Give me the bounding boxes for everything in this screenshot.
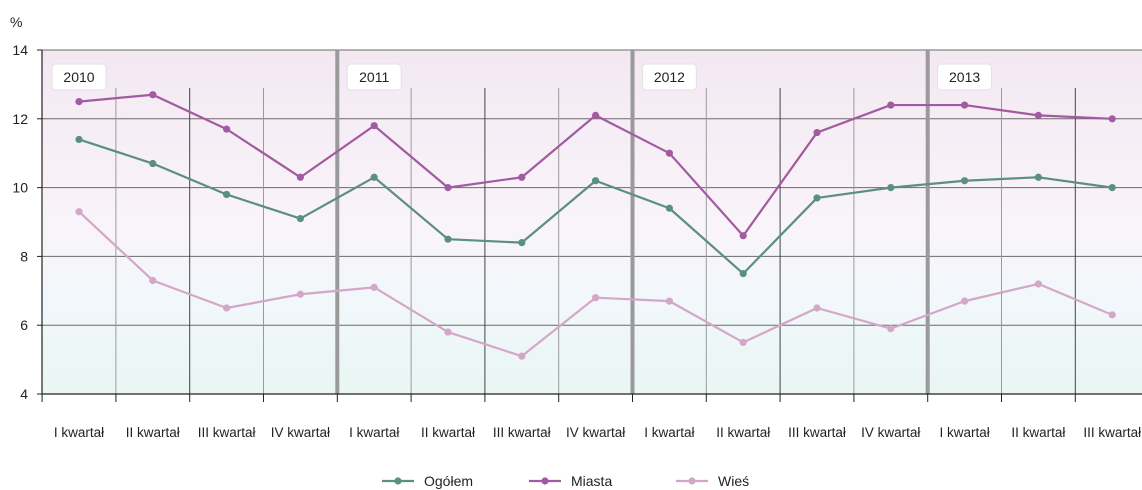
data-point — [1108, 311, 1116, 319]
data-point — [444, 235, 452, 243]
year-label-box — [641, 63, 697, 91]
year-label: 2010 — [63, 69, 94, 85]
x-tick-label: I kwartał — [54, 425, 104, 440]
y-tick-label: 4 — [20, 386, 28, 402]
x-tick-label: III kwartał — [1083, 425, 1141, 440]
data-point — [665, 204, 674, 212]
data-point — [75, 135, 83, 144]
x-tick-label: III kwartał — [493, 425, 551, 440]
y-tick-label: 6 — [20, 317, 28, 333]
year-label: 2013 — [949, 69, 980, 85]
data-point — [739, 338, 747, 346]
data-point — [444, 184, 452, 192]
year-label-box — [346, 63, 402, 91]
x-tick-label: II kwartał — [1011, 425, 1065, 440]
data-point — [296, 290, 304, 298]
x-tick-label: IV kwartał — [271, 425, 330, 440]
x-tick-label: II kwartał — [126, 425, 180, 440]
data-point — [223, 125, 231, 133]
data-point — [223, 190, 231, 199]
data-point — [75, 98, 83, 106]
data-point — [665, 149, 674, 157]
x-tick-label: IV kwartał — [861, 425, 920, 440]
data-point — [961, 101, 969, 109]
data-point — [444, 328, 452, 336]
x-tick-label: II kwartał — [421, 425, 475, 440]
plot-background — [42, 50, 1142, 394]
data-point — [739, 232, 747, 240]
data-point — [518, 352, 526, 360]
year-label-box — [937, 63, 993, 91]
data-point — [149, 276, 157, 285]
data-point — [296, 173, 304, 181]
data-point — [75, 208, 83, 216]
data-point — [592, 294, 600, 302]
x-tick-label: I kwartał — [349, 425, 399, 440]
data-point — [296, 214, 304, 223]
data-point — [1108, 184, 1116, 192]
legend-label: Wieś — [718, 473, 749, 489]
data-point — [961, 297, 969, 305]
data-point — [1034, 280, 1042, 288]
data-point — [813, 194, 821, 202]
data-point — [665, 297, 674, 305]
year-label: 2011 — [359, 69, 389, 85]
data-point — [592, 111, 600, 119]
legend-marker — [688, 477, 696, 485]
x-tick-label: II kwartał — [716, 425, 770, 440]
data-point — [592, 177, 600, 185]
data-point — [370, 173, 378, 181]
data-point — [739, 270, 747, 278]
legend-marker — [541, 477, 549, 485]
y-tick-label: 10 — [12, 180, 28, 196]
data-point — [1108, 115, 1116, 123]
data-point — [887, 325, 895, 333]
y-tick-label: 14 — [12, 42, 28, 58]
x-tick-label: III kwartał — [788, 425, 846, 440]
x-tick-label: I kwartał — [939, 425, 989, 440]
data-point — [1034, 173, 1042, 181]
data-point — [887, 101, 895, 109]
x-tick-label: III kwartał — [198, 425, 256, 440]
data-point — [370, 122, 378, 130]
legend-label: Miasta — [571, 473, 612, 489]
year-label-box — [51, 63, 107, 91]
legend-marker — [394, 477, 402, 485]
x-tick-label: I kwartał — [644, 425, 694, 440]
data-point — [370, 283, 378, 291]
data-point — [813, 304, 821, 312]
data-point — [149, 91, 157, 99]
data-point — [149, 159, 157, 168]
x-tick-label: IV kwartał — [566, 425, 625, 440]
y-tick-label: 12 — [12, 111, 28, 127]
data-point — [518, 173, 526, 181]
y-tick-label: 8 — [20, 248, 28, 264]
data-point — [961, 177, 969, 185]
data-point — [223, 304, 231, 312]
y-axis-label: % — [10, 14, 22, 30]
data-point — [518, 239, 526, 247]
legend-label: Ogółem — [424, 473, 473, 489]
year-label: 2012 — [654, 69, 685, 85]
data-point — [813, 128, 821, 137]
data-point — [887, 184, 895, 192]
data-point — [1034, 111, 1042, 119]
